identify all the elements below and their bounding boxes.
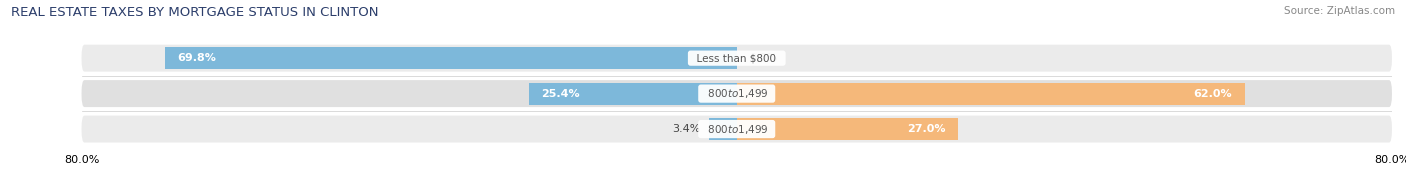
Text: Source: ZipAtlas.com: Source: ZipAtlas.com	[1284, 6, 1395, 16]
Text: 0.0%: 0.0%	[749, 53, 778, 63]
Text: $800 to $1,499: $800 to $1,499	[700, 87, 773, 100]
Text: 69.8%: 69.8%	[177, 53, 217, 63]
FancyBboxPatch shape	[82, 116, 1392, 143]
Text: 62.0%: 62.0%	[1194, 89, 1232, 99]
Bar	[529, 83, 737, 105]
Text: 25.4%: 25.4%	[541, 89, 579, 99]
Bar	[165, 47, 737, 69]
Text: Less than $800: Less than $800	[690, 53, 783, 63]
Text: 27.0%: 27.0%	[907, 124, 946, 134]
Text: 3.4%: 3.4%	[672, 124, 700, 134]
FancyBboxPatch shape	[82, 45, 1392, 72]
Text: $800 to $1,499: $800 to $1,499	[700, 122, 773, 136]
Bar	[737, 118, 957, 140]
Bar	[737, 83, 1244, 105]
Bar	[709, 118, 737, 140]
FancyBboxPatch shape	[82, 80, 1392, 107]
Text: REAL ESTATE TAXES BY MORTGAGE STATUS IN CLINTON: REAL ESTATE TAXES BY MORTGAGE STATUS IN …	[11, 6, 378, 19]
